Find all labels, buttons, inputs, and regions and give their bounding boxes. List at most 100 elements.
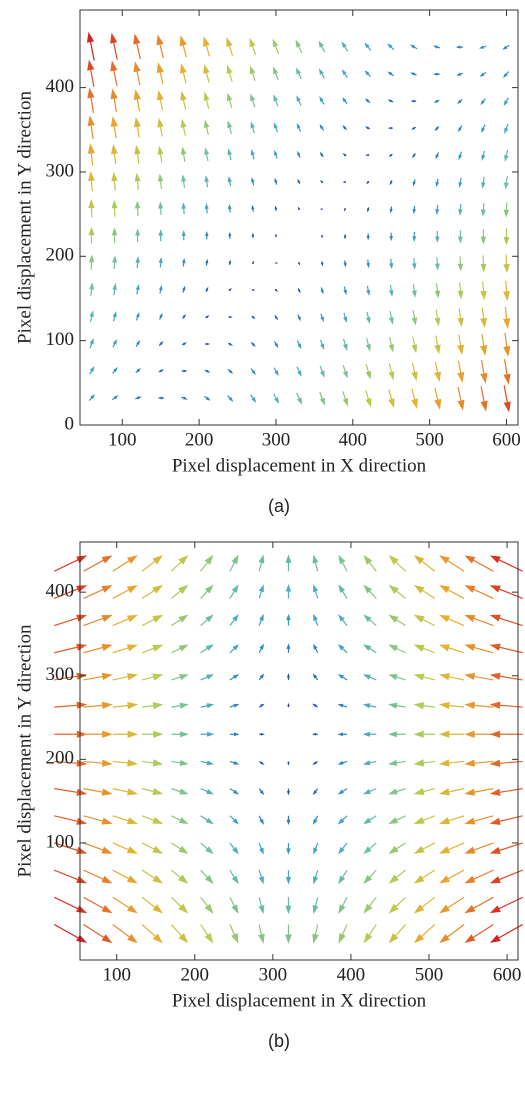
arrow <box>205 315 210 319</box>
arrow <box>157 173 164 189</box>
arrow <box>342 391 349 407</box>
arrow <box>83 555 113 572</box>
arrow <box>141 644 164 654</box>
arrow <box>388 896 406 914</box>
arrow <box>258 584 264 599</box>
arrow <box>312 924 319 944</box>
arrow <box>457 256 464 272</box>
arrow <box>135 396 142 400</box>
arrow <box>133 61 141 86</box>
arrow <box>388 584 406 599</box>
arrow <box>439 555 465 572</box>
arrow <box>227 395 234 402</box>
arrow <box>313 584 319 599</box>
arrow <box>141 896 164 914</box>
arrow <box>388 759 406 766</box>
y-tick-label: 300 <box>46 664 75 685</box>
arrow <box>83 815 113 825</box>
arrow <box>258 613 264 626</box>
arrow <box>434 257 440 271</box>
arrow <box>83 585 113 599</box>
arrow <box>251 260 255 265</box>
arrow <box>205 342 211 346</box>
arrow <box>227 148 232 161</box>
arrow <box>342 153 347 157</box>
arrow <box>438 815 465 825</box>
arrow <box>285 554 292 572</box>
arrow <box>489 730 523 738</box>
arrow <box>343 207 347 212</box>
arrow <box>435 230 440 243</box>
arrow <box>229 815 240 825</box>
x-tick-label: 500 <box>415 964 444 985</box>
arrow <box>312 788 319 796</box>
arrow <box>171 842 189 854</box>
arrow <box>141 842 164 854</box>
arrow <box>285 897 292 915</box>
arrow <box>272 38 280 55</box>
arrow <box>83 644 113 654</box>
arrow <box>133 117 141 138</box>
arrow <box>258 643 264 654</box>
arrow <box>88 226 95 244</box>
arrow <box>249 37 257 55</box>
arrow <box>296 392 303 405</box>
arrow <box>286 842 291 855</box>
arrow <box>413 673 435 681</box>
arrow <box>142 730 164 738</box>
arrow <box>342 364 348 379</box>
arrow <box>480 333 488 356</box>
arrow <box>337 760 348 765</box>
arrow <box>337 788 348 795</box>
arrow <box>141 673 164 681</box>
y-tick-label: 100 <box>46 329 75 350</box>
arrow <box>251 315 256 319</box>
arrow <box>388 644 406 654</box>
arrow <box>180 90 187 110</box>
arrow <box>464 842 494 854</box>
arrow <box>504 149 509 162</box>
arrow <box>338 924 348 944</box>
arrow <box>503 97 509 107</box>
arrow <box>156 34 164 59</box>
arrow <box>296 366 302 377</box>
arrow <box>286 788 291 796</box>
arrow <box>502 44 510 50</box>
arrow <box>83 923 113 944</box>
arrow <box>413 815 436 824</box>
arrow <box>181 202 186 215</box>
arrow <box>435 178 440 188</box>
arrow <box>363 644 377 654</box>
arrow <box>171 674 189 681</box>
arrow <box>285 584 292 599</box>
arrow <box>456 72 463 76</box>
arrow <box>366 207 370 213</box>
arrow <box>83 614 113 627</box>
arrow <box>413 555 436 572</box>
arrow <box>464 869 494 884</box>
arrow <box>273 367 279 376</box>
arrow <box>343 312 348 324</box>
arrow <box>112 255 118 269</box>
y-tick-label: 100 <box>46 831 75 852</box>
arrow <box>338 897 348 914</box>
caption: (b) <box>268 1031 290 1051</box>
arrow <box>229 732 240 737</box>
arrow <box>181 230 186 241</box>
arrow <box>274 288 278 293</box>
arrow <box>413 702 435 710</box>
arrow <box>274 149 278 159</box>
arrow <box>480 307 488 329</box>
arrow <box>226 36 234 56</box>
arrow <box>112 367 118 374</box>
arrow <box>489 672 523 681</box>
arrow <box>457 360 465 383</box>
arrow <box>503 202 510 218</box>
y-tick-label: 400 <box>46 581 75 602</box>
arrow <box>434 387 442 410</box>
arrow <box>388 674 406 681</box>
arrow <box>480 203 486 217</box>
arrow <box>111 395 119 401</box>
arrow <box>464 759 494 767</box>
